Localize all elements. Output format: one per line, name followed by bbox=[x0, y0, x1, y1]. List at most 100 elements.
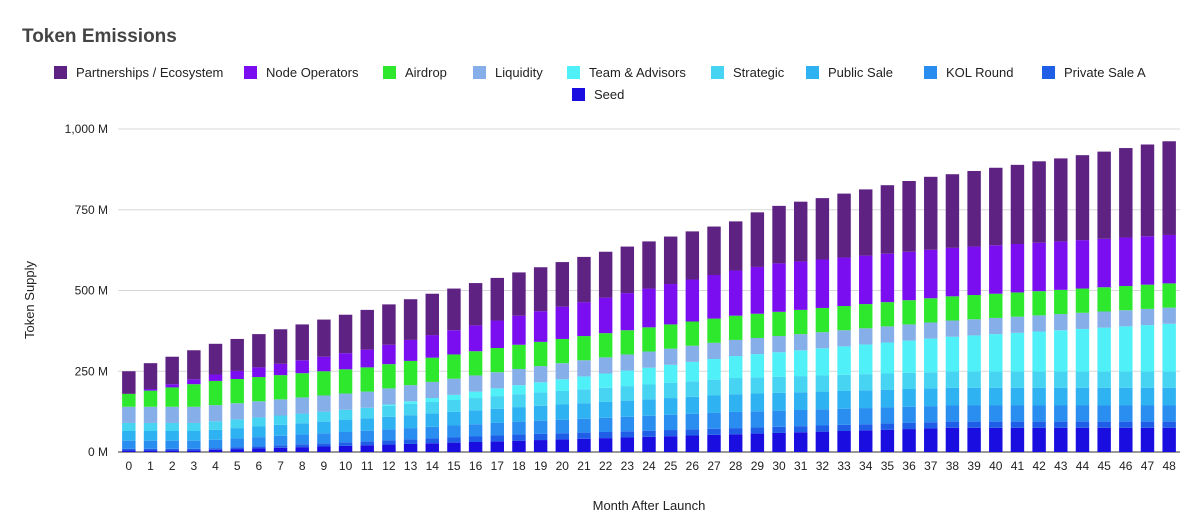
bar-partnerships-ecosystem bbox=[1097, 151, 1111, 239]
bar-node-operators bbox=[1054, 241, 1068, 290]
bar-node-operators bbox=[793, 261, 808, 310]
bar-airdrop bbox=[967, 295, 981, 320]
x-tick-label: 13 bbox=[404, 459, 418, 473]
bar-partnerships-ecosystem bbox=[1119, 148, 1133, 238]
bar-airdrop bbox=[403, 360, 418, 386]
bar-strategic bbox=[252, 417, 266, 427]
legend-swatch bbox=[806, 66, 819, 79]
legend-item-strategic[interactable]: Strategic bbox=[711, 65, 785, 80]
bar-team-advisors bbox=[533, 382, 548, 393]
bar-public-sale bbox=[967, 387, 981, 406]
bar-liquidity bbox=[512, 368, 526, 386]
x-tick-label: 44 bbox=[1076, 459, 1090, 473]
legend-item-private-sale-a[interactable]: Private Sale A bbox=[1042, 65, 1146, 80]
bar-strategic bbox=[620, 386, 635, 401]
bar-liquidity bbox=[208, 405, 223, 422]
bar-strategic bbox=[317, 411, 331, 422]
legend-item-kol-round[interactable]: KOL Round bbox=[924, 65, 1013, 80]
bar-strategic bbox=[945, 371, 960, 388]
bar-liquidity bbox=[967, 319, 981, 336]
bar-airdrop bbox=[317, 371, 331, 396]
legend-label: Private Sale A bbox=[1064, 65, 1146, 80]
bar-seed bbox=[793, 432, 808, 452]
x-tick-label: 19 bbox=[534, 459, 548, 473]
x-tick-label: 23 bbox=[621, 459, 635, 473]
bar-seed bbox=[1097, 427, 1111, 452]
bar-liquidity bbox=[598, 357, 613, 374]
legend-item-airdrop[interactable]: Airdrop bbox=[383, 65, 447, 80]
bar-team-advisors bbox=[577, 376, 591, 390]
bar-seed bbox=[620, 437, 635, 452]
bar-seed bbox=[295, 447, 309, 452]
bar-seed bbox=[989, 427, 1003, 452]
bar-airdrop bbox=[1140, 284, 1155, 309]
bar-airdrop bbox=[382, 364, 396, 389]
bar-partnerships-ecosystem bbox=[1032, 161, 1046, 243]
bar-partnerships-ecosystem bbox=[555, 262, 570, 307]
bar-kol-round bbox=[750, 411, 765, 428]
bar-airdrop bbox=[555, 338, 570, 364]
bar-public-sale bbox=[273, 424, 288, 436]
x-tick-label: 14 bbox=[426, 459, 440, 473]
bar-team-advisors bbox=[989, 334, 1003, 372]
bar-node-operators bbox=[837, 257, 851, 307]
bar-private-sale-a bbox=[685, 429, 700, 436]
bar-private-sale-a bbox=[490, 435, 505, 442]
legend-item-public-sale[interactable]: Public Sale bbox=[806, 65, 893, 80]
bar-strategic bbox=[295, 413, 309, 424]
bar-public-sale bbox=[902, 389, 916, 407]
bar-liquidity bbox=[447, 378, 461, 395]
legend-item-node-operators[interactable]: Node Operators bbox=[244, 65, 359, 80]
bar-seed bbox=[663, 436, 678, 452]
bar-kol-round bbox=[555, 419, 570, 434]
bar-partnerships-ecosystem bbox=[772, 205, 786, 264]
x-tick-label: 0 bbox=[125, 459, 132, 473]
bar-team-advisors bbox=[1119, 326, 1133, 372]
bar-team-advisors bbox=[902, 340, 916, 373]
bar-public-sale bbox=[598, 401, 613, 418]
bar-partnerships-ecosystem bbox=[447, 288, 461, 331]
x-tick-label: 5 bbox=[234, 459, 241, 473]
bar-liquidity bbox=[707, 342, 721, 359]
bar-airdrop bbox=[1032, 291, 1046, 316]
x-tick-label: 46 bbox=[1119, 459, 1133, 473]
legend-item-partnerships-ecosystem[interactable]: Partnerships / Ecosystem bbox=[54, 65, 223, 80]
legend-item-team-advisors[interactable]: Team & Advisors bbox=[567, 65, 686, 80]
bar-partnerships-ecosystem bbox=[425, 293, 439, 336]
bar-seed bbox=[165, 450, 179, 452]
bar-partnerships-ecosystem bbox=[1162, 141, 1176, 235]
bar-team-advisors bbox=[728, 356, 743, 379]
legend-swatch bbox=[383, 66, 396, 79]
x-tick-label: 3 bbox=[191, 459, 198, 473]
bar-kol-round bbox=[859, 408, 873, 425]
legend-item-seed[interactable]: Seed bbox=[572, 87, 624, 102]
x-tick-label: 7 bbox=[277, 459, 284, 473]
bar-node-operators bbox=[772, 263, 786, 312]
bar-node-operators bbox=[902, 251, 916, 301]
bar-node-operators bbox=[1140, 236, 1155, 285]
legend-item-liquidity[interactable]: Liquidity bbox=[473, 65, 543, 80]
bar-private-sale-a bbox=[1054, 421, 1068, 428]
bar-partnerships-ecosystem bbox=[750, 212, 765, 267]
bar-seed bbox=[728, 434, 743, 452]
bar-kol-round bbox=[273, 435, 288, 446]
bar-kol-round bbox=[490, 422, 505, 436]
bar-team-advisors bbox=[403, 401, 418, 404]
x-tick-label: 21 bbox=[577, 459, 591, 473]
bar-public-sale bbox=[403, 415, 418, 429]
bar-kol-round bbox=[728, 411, 743, 429]
bar-private-sale-a bbox=[1075, 421, 1090, 428]
bar-private-sale-a bbox=[468, 436, 483, 442]
bar-public-sale bbox=[208, 429, 223, 440]
legend-label: Partnerships / Ecosystem bbox=[76, 65, 223, 80]
bar-public-sale bbox=[295, 423, 309, 435]
bar-airdrop bbox=[772, 311, 786, 337]
bar-team-advisors bbox=[512, 385, 526, 395]
bar-private-sale-a bbox=[533, 433, 548, 441]
bar-node-operators bbox=[924, 249, 938, 299]
bar-private-sale-a bbox=[859, 424, 873, 431]
x-tick-label: 11 bbox=[361, 459, 374, 473]
bar-public-sale bbox=[533, 405, 548, 421]
